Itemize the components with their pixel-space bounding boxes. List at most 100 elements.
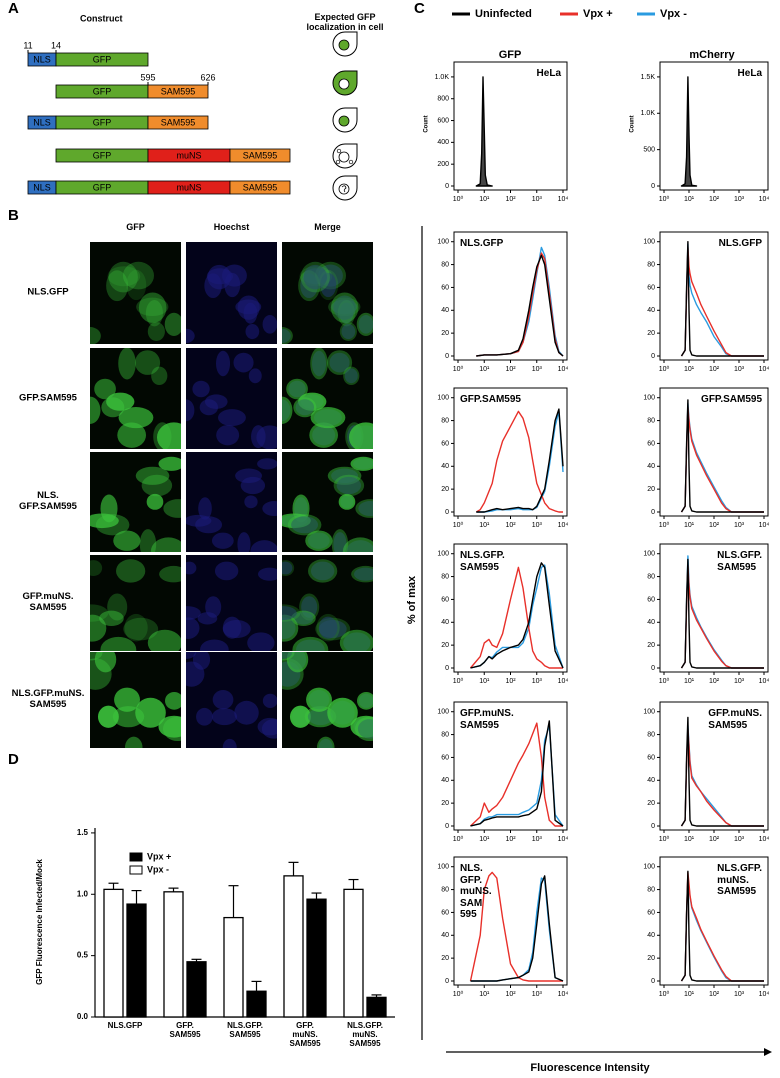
y-tick-label: 80 (647, 417, 655, 424)
row-label: GFP.muNS. SAM595 (22, 591, 74, 613)
cells (282, 261, 373, 344)
y-tick-label: 0 (651, 183, 655, 190)
x-tick-label: 10⁰ (453, 835, 464, 843)
y-axis-label: Count (424, 115, 430, 132)
y-tick-label: 200 (437, 161, 449, 168)
gfp-signal (124, 736, 143, 748)
y-tick-label: 0 (651, 353, 655, 360)
micrograph (282, 555, 373, 651)
y-tick-label: 600 (437, 117, 449, 124)
x-tick-label: 10² (505, 196, 516, 203)
x-tick-label: NLS.GFP. SAM595 (227, 1021, 263, 1040)
y-tick-label: 20 (647, 486, 655, 493)
gfp-signal (118, 407, 154, 429)
y-tick-label: 1.0K (435, 74, 450, 81)
y-tick-label: 40 (647, 463, 655, 470)
segment-label: GFP (93, 117, 112, 127)
y-tick-label: 40 (647, 777, 655, 784)
nucleus-stain (186, 617, 200, 639)
nucleus-stain (247, 632, 275, 651)
bar (223, 916, 244, 1018)
x-tick-label: 10¹ (479, 522, 490, 529)
y-tick-label: 1.5 (77, 828, 89, 837)
y-tick-label: 100 (437, 239, 449, 246)
nucleus-stain (212, 690, 234, 710)
nucleus-stain (344, 368, 358, 384)
histogram-line (680, 241, 764, 357)
arrow-head (764, 1048, 772, 1056)
aggregate (335, 159, 341, 165)
cells (186, 652, 277, 748)
legend-label: Uninfected (475, 8, 532, 20)
histogram-area (475, 76, 493, 187)
x-tick-label: 10³ (734, 196, 745, 203)
nucleus-stain (282, 652, 293, 659)
histogram-line (470, 720, 564, 827)
histogram-line (680, 406, 764, 513)
gfp-signal (139, 529, 157, 552)
micrograph (186, 652, 277, 748)
gfp-signal (316, 613, 340, 642)
nucleus-stain (318, 738, 333, 748)
column-title: GFP (126, 222, 145, 232)
segment-label: NLS (33, 182, 51, 192)
gfp-signal (282, 614, 299, 642)
x-tick-label: 10⁰ (453, 990, 464, 998)
cell-icon (332, 70, 358, 96)
nucleus-stain (186, 652, 197, 659)
row-label: NLS.GFP (27, 286, 69, 298)
chart-label: HeLa (737, 68, 762, 79)
histogram-line (680, 399, 764, 513)
cell-icon (332, 175, 358, 201)
histogram-line (680, 870, 764, 982)
bar (103, 888, 124, 1018)
x-tick-label: 10⁰ (659, 677, 670, 685)
nucleus-stain (196, 707, 213, 726)
nucleus-stain (258, 567, 277, 581)
micrograph (282, 348, 373, 449)
nucleus-stain (282, 561, 293, 575)
nucleus-stain (318, 616, 338, 639)
nucleus-stain (195, 516, 223, 534)
gfp-signal (135, 466, 170, 485)
chart-label: GFP.muNS. SAM595 (460, 708, 514, 731)
y-tick-label: 80 (441, 417, 449, 424)
x-tick-label: 10² (709, 836, 720, 843)
cells (186, 561, 277, 651)
micrograph (90, 555, 181, 651)
construct-segment (55, 52, 149, 67)
gfp-signal (136, 297, 169, 317)
x-tick-label: 10³ (532, 836, 543, 843)
nucleus-stain (237, 532, 251, 552)
histogram-line (680, 564, 764, 669)
nucleus-stain (291, 516, 319, 534)
nucleus-stain (250, 540, 277, 552)
column-title: Hoechst (213, 222, 250, 232)
gfp-signal (147, 322, 165, 342)
x-tick-label: 10⁴ (558, 991, 569, 998)
gfp-signal (122, 261, 154, 290)
legend-label: Vpx + (583, 8, 613, 20)
y-tick-label: 20 (441, 486, 449, 493)
nucleus-stain (311, 350, 327, 377)
x-tick-label: NLS.GFP (107, 1021, 143, 1030)
x-tick-label: 10¹ (684, 678, 695, 685)
nucleus-stain (245, 323, 260, 340)
gfp-signal (300, 261, 330, 293)
gfp-signal (94, 378, 116, 400)
cells (90, 348, 181, 449)
nucleus-stain (358, 501, 373, 517)
x-tick-label: 10³ (532, 991, 543, 998)
gfp-signal (293, 397, 317, 418)
histogram-line (469, 566, 563, 669)
chart-label: GFP.SAM595 (701, 394, 762, 405)
panel-label: D (8, 751, 19, 768)
gfp-signal (339, 629, 373, 651)
cells (90, 559, 181, 651)
y-tick-label: 40 (441, 777, 449, 784)
row-label: NLS. GFP.SAM595 (19, 490, 77, 512)
y-tick-label: 0 (445, 353, 449, 360)
histogram-line (470, 564, 564, 669)
histogram-line (476, 408, 564, 513)
